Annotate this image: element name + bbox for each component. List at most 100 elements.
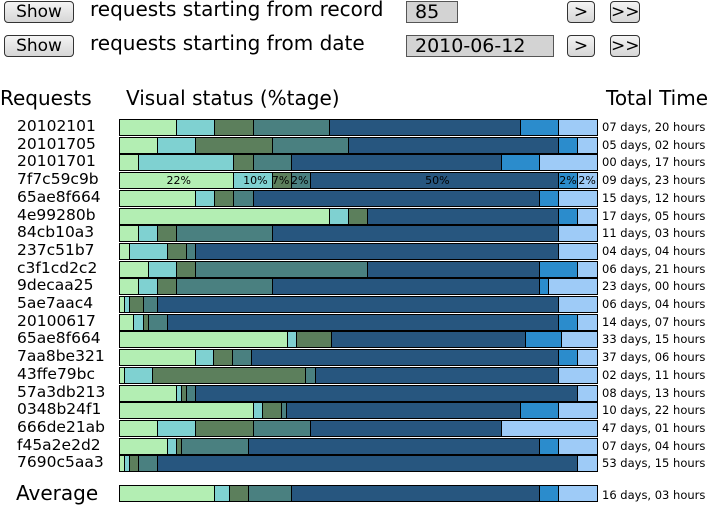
- average-label: Average: [16, 481, 99, 505]
- status-segment: [120, 137, 159, 153]
- status-bar: [119, 154, 598, 172]
- status-bar: [119, 419, 598, 437]
- status-segment: [158, 420, 197, 436]
- status-bar: [119, 313, 598, 331]
- request-id-link[interactable]: 20102101: [17, 117, 96, 135]
- total-time-value: 06 days, 21 hours: [602, 261, 706, 276]
- percentage-label: 10%: [243, 174, 268, 188]
- status-segment: [577, 261, 597, 277]
- request-id-link[interactable]: c3f1cd2c2: [17, 258, 98, 277]
- request-id-link[interactable]: 20100617: [17, 311, 96, 330]
- request-id-link[interactable]: 666de21ab: [17, 417, 106, 436]
- total-time-value: 37 days, 06 hours: [602, 350, 706, 365]
- request-id-link[interactable]: 57a3db213: [17, 382, 106, 401]
- status-segment: [120, 120, 178, 135]
- show-by-record-button[interactable]: Show: [4, 1, 74, 23]
- total-time-value: 23 days, 00 hours: [602, 279, 706, 294]
- last-record-button[interactable]: >>: [610, 1, 640, 23]
- status-segment: [148, 261, 178, 277]
- status-segment: [539, 279, 550, 295]
- next-record-button[interactable]: >: [567, 1, 595, 23]
- request-id-link[interactable]: 7690c5aa3: [17, 453, 104, 472]
- status-segment: [296, 332, 332, 348]
- status-segment: [215, 486, 230, 501]
- status-segment: [348, 137, 559, 153]
- status-segment: [215, 120, 254, 135]
- record-input[interactable]: [406, 1, 458, 23]
- status-segment: [368, 261, 540, 277]
- status-segment: [177, 279, 273, 295]
- request-id-link[interactable]: 5ae7aac4: [17, 294, 94, 312]
- status-bar: [119, 437, 598, 455]
- status-segment: [129, 243, 168, 259]
- status-segment: [287, 332, 297, 348]
- show-by-date-button[interactable]: Show: [4, 35, 74, 57]
- status-bar: [119, 225, 598, 243]
- date-input[interactable]: [406, 35, 554, 57]
- status-segment: [143, 297, 159, 312]
- status-segment: [539, 486, 559, 501]
- percentage-label: 2%: [578, 174, 596, 188]
- status-segment: [177, 226, 273, 242]
- status-segment: [315, 367, 559, 383]
- request-id-link[interactable]: 20101705: [17, 134, 96, 153]
- status-segment: [139, 279, 159, 295]
- status-segment: [177, 120, 216, 135]
- status-segment: [539, 438, 559, 454]
- status-segment: [558, 243, 597, 259]
- status-segment: [177, 385, 182, 401]
- status-segment: [196, 190, 216, 206]
- status-segment: [559, 350, 579, 366]
- request-id-link[interactable]: 43ffe79bc: [17, 364, 96, 383]
- status-segment: [310, 173, 559, 189]
- request-id-link[interactable]: 4e99280b: [17, 205, 96, 224]
- total-time-value: 09 days, 23 hours: [602, 173, 706, 188]
- status-segment: [248, 438, 540, 454]
- status-segment: [577, 385, 597, 401]
- request-id-link[interactable]: f45a2e2d2: [17, 435, 101, 454]
- request-id-link[interactable]: 84cb10a3: [17, 223, 95, 242]
- request-id-link[interactable]: 20101701: [17, 152, 96, 171]
- status-segment: [186, 243, 197, 259]
- request-id-link[interactable]: 7aa8be321: [17, 347, 105, 366]
- last-date-button[interactable]: >>: [610, 35, 640, 57]
- status-segment: [331, 332, 527, 348]
- status-segment: [539, 261, 578, 277]
- status-segment: [120, 403, 254, 419]
- status-bar: [119, 402, 598, 420]
- status-segment: [167, 438, 178, 454]
- status-segment: [286, 403, 521, 419]
- request-id-link[interactable]: 0348b24f1: [17, 400, 102, 419]
- request-id-link[interactable]: 65ae8f664: [17, 187, 101, 206]
- status-segment: [120, 173, 235, 189]
- status-segment: [196, 385, 578, 401]
- status-segment: [158, 456, 578, 472]
- status-bar: [119, 136, 598, 154]
- total-time-value: 07 days, 04 hours: [602, 438, 706, 453]
- status-bar: [119, 242, 598, 260]
- percentage-label: 2%: [291, 174, 309, 188]
- next-date-button[interactable]: >: [567, 35, 595, 57]
- status-segment: [214, 350, 234, 366]
- status-segment: [181, 438, 249, 454]
- status-segment: [158, 297, 559, 312]
- status-segment: [120, 155, 140, 171]
- status-segment: [120, 486, 216, 501]
- status-segment: [129, 456, 140, 472]
- status-segment: [577, 456, 597, 472]
- status-segment: [120, 385, 178, 401]
- status-segment: [272, 226, 559, 242]
- status-segment: [558, 190, 597, 206]
- status-segment: [282, 403, 287, 419]
- status-segment: [120, 367, 125, 383]
- request-id-link[interactable]: 9decaa25: [17, 276, 94, 295]
- request-id-link[interactable]: 65ae8f664: [17, 329, 101, 348]
- status-segment: [558, 314, 578, 330]
- request-id-link[interactable]: 237c51b7: [17, 240, 95, 259]
- status-segment: [215, 190, 235, 206]
- status-segment: [124, 456, 130, 472]
- status-segment: [291, 486, 540, 501]
- request-id-link[interactable]: 7f7c59c9b: [17, 170, 99, 189]
- status-segment: [263, 403, 283, 419]
- status-segment: [196, 243, 559, 259]
